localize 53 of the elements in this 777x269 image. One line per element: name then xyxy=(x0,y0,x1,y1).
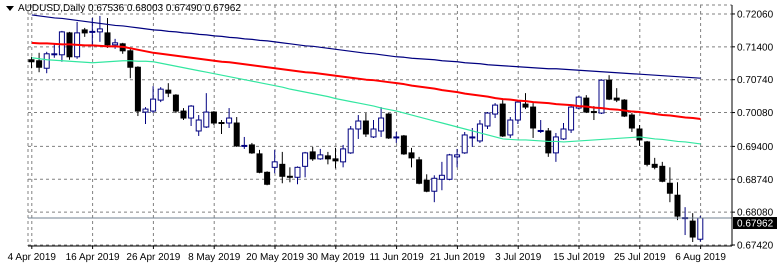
candlestick xyxy=(165,82,172,98)
y-tick-label: 0.72060 xyxy=(737,10,774,21)
candlestick xyxy=(104,17,110,48)
x-tick-label: 20 May 2019 xyxy=(246,252,304,263)
x-tick-label: 25 Jul 2019 xyxy=(614,252,666,263)
x-tick-label: 21 Jun 2019 xyxy=(430,252,486,263)
x-tick-label: 8 May 2019 xyxy=(188,252,241,263)
candlestick xyxy=(203,92,210,128)
candlestick xyxy=(196,114,202,136)
candlestick xyxy=(697,215,704,242)
candlestick xyxy=(659,161,666,183)
ref-line-label: 0.67962 xyxy=(737,218,774,230)
candlestick xyxy=(317,148,324,160)
y-tick-label: 0.68080 xyxy=(737,208,774,219)
candlestick xyxy=(241,136,248,150)
candlestick xyxy=(44,51,50,74)
candlestick xyxy=(302,151,308,178)
candlestick xyxy=(666,166,673,203)
candlestick xyxy=(545,127,552,158)
y-tick-label: 0.70740 xyxy=(737,75,774,86)
candlestick xyxy=(310,146,316,162)
candlestick xyxy=(188,104,194,126)
candlestick xyxy=(674,182,680,221)
candlestick xyxy=(462,131,468,154)
candlestick xyxy=(226,108,232,128)
candlestick xyxy=(272,149,278,174)
candlestick xyxy=(294,166,300,185)
candlestick xyxy=(74,21,80,60)
candlestick xyxy=(66,31,72,60)
candlestick xyxy=(362,112,369,138)
candlestick xyxy=(386,112,392,140)
candlestick xyxy=(393,131,400,144)
y-tick-label: 0.69400 xyxy=(737,142,774,153)
y-tick-label: 0.70080 xyxy=(737,108,774,120)
x-tick-label: 11 Jun 2019 xyxy=(369,252,424,263)
line-series xyxy=(31,14,702,79)
x-tick-label: 16 Apr 2019 xyxy=(66,252,120,263)
y-tick-label: 0.68740 xyxy=(737,174,774,186)
candlestick xyxy=(234,116,240,148)
candlestick xyxy=(690,212,696,243)
candlestick xyxy=(538,120,544,134)
y-tick-label: 0.67420 xyxy=(737,240,774,252)
x-tick-label: 26 Apr 2019 xyxy=(126,252,181,263)
candlestick xyxy=(636,124,642,146)
y-tick-label: 0.71400 xyxy=(737,42,774,54)
candlestick xyxy=(248,142,255,154)
chart-title: AUDUSD,Daily 0.67536 0.68003 0.67490 0.67962 xyxy=(18,3,241,14)
x-tick-label: 3 Jul 2019 xyxy=(495,252,542,263)
candlestick xyxy=(355,114,362,140)
x-tick-label: 6 Aug 2019 xyxy=(675,252,726,263)
x-tick-label: 4 Apr 2019 xyxy=(8,252,56,263)
x-tick-label: 30 May 2019 xyxy=(306,252,366,263)
x-tick-label: 15 Jul 2019 xyxy=(553,252,606,263)
